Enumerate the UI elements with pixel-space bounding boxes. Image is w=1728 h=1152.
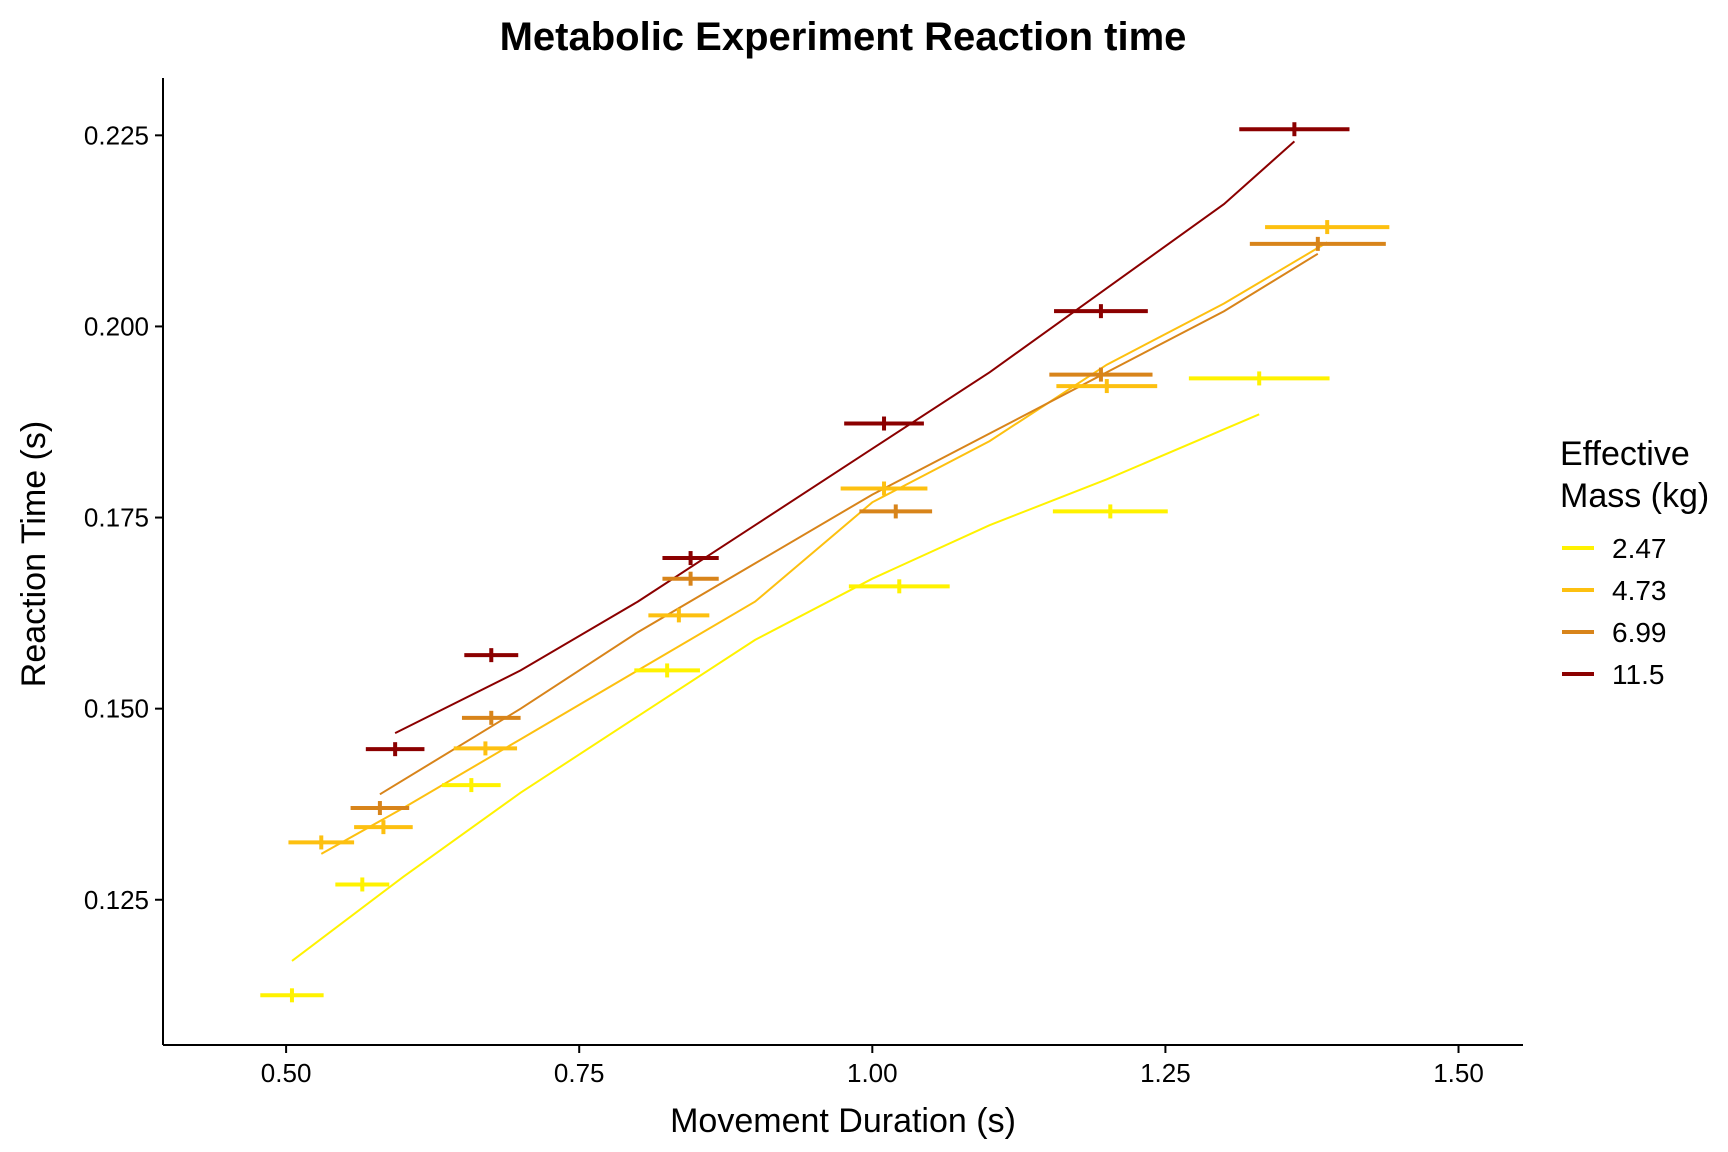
data-point bbox=[1239, 122, 1350, 137]
data-point bbox=[648, 608, 710, 623]
data-point bbox=[1056, 379, 1158, 394]
data-point bbox=[335, 877, 390, 892]
fit-lines bbox=[291, 140, 1328, 962]
data-point bbox=[1265, 220, 1390, 235]
legend-label: 11.5 bbox=[1612, 659, 1664, 690]
data-point bbox=[1249, 236, 1386, 251]
data-point bbox=[354, 820, 413, 835]
data-point bbox=[453, 741, 518, 756]
legend-title-line2: Mass (kg) bbox=[1560, 477, 1709, 515]
legend-label: 2.47 bbox=[1612, 533, 1667, 564]
legend-label: 4.73 bbox=[1612, 575, 1667, 606]
data-points bbox=[260, 122, 1390, 1003]
data-point bbox=[662, 571, 719, 586]
data-point bbox=[634, 663, 700, 678]
fit-line-6.99 bbox=[379, 252, 1319, 796]
data-point bbox=[365, 742, 425, 757]
data-point bbox=[442, 778, 501, 793]
data-point bbox=[840, 481, 928, 496]
legend: Effective Mass (kg) 2.47 4.73 6.99 11.5 bbox=[1560, 435, 1709, 690]
y-tick-label: 0.200 bbox=[84, 311, 149, 341]
y-tick-label: 0.150 bbox=[84, 694, 149, 724]
data-point bbox=[1052, 504, 1168, 519]
data-point bbox=[662, 551, 719, 566]
x-tick-label: 1.25 bbox=[1140, 1058, 1191, 1088]
data-point bbox=[464, 648, 519, 663]
data-point bbox=[260, 988, 324, 1003]
y-tick-label: 0.175 bbox=[84, 503, 149, 533]
data-point bbox=[848, 579, 950, 594]
fit-line-4.73 bbox=[320, 241, 1328, 855]
data-point bbox=[1049, 367, 1153, 382]
fit-line-2.47 bbox=[291, 413, 1260, 962]
legend-items: 2.47 4.73 6.99 11.5 bbox=[1562, 533, 1667, 690]
data-point bbox=[461, 710, 521, 725]
x-tick-label: 0.50 bbox=[261, 1058, 312, 1088]
legend-label: 6.99 bbox=[1612, 617, 1667, 648]
x-tick-label: 0.75 bbox=[554, 1058, 605, 1088]
data-point bbox=[288, 835, 355, 850]
y-tick-label: 0.225 bbox=[84, 120, 149, 150]
fit-line-11.5 bbox=[394, 140, 1296, 734]
x-tick-label: 1.00 bbox=[847, 1058, 898, 1088]
y-tick-label: 0.125 bbox=[84, 885, 149, 915]
x-axis-title: Movement Duration (s) bbox=[670, 1102, 1016, 1140]
legend-title-line1: Effective bbox=[1560, 435, 1690, 473]
chart-title: Metabolic Experiment Reaction time bbox=[500, 15, 1187, 59]
data-point bbox=[350, 801, 410, 816]
y-axis-title: Reaction Time (s) bbox=[15, 421, 53, 687]
data-point bbox=[1054, 304, 1148, 319]
axes: 0.50 0.75 1.00 1.25 1.50 0.125 0.150 0.175 0.200… bbox=[84, 78, 1523, 1088]
data-point bbox=[844, 416, 924, 431]
data-point bbox=[1188, 371, 1330, 386]
data-point bbox=[859, 504, 933, 519]
x-tick-label: 1.50 bbox=[1433, 1058, 1484, 1088]
